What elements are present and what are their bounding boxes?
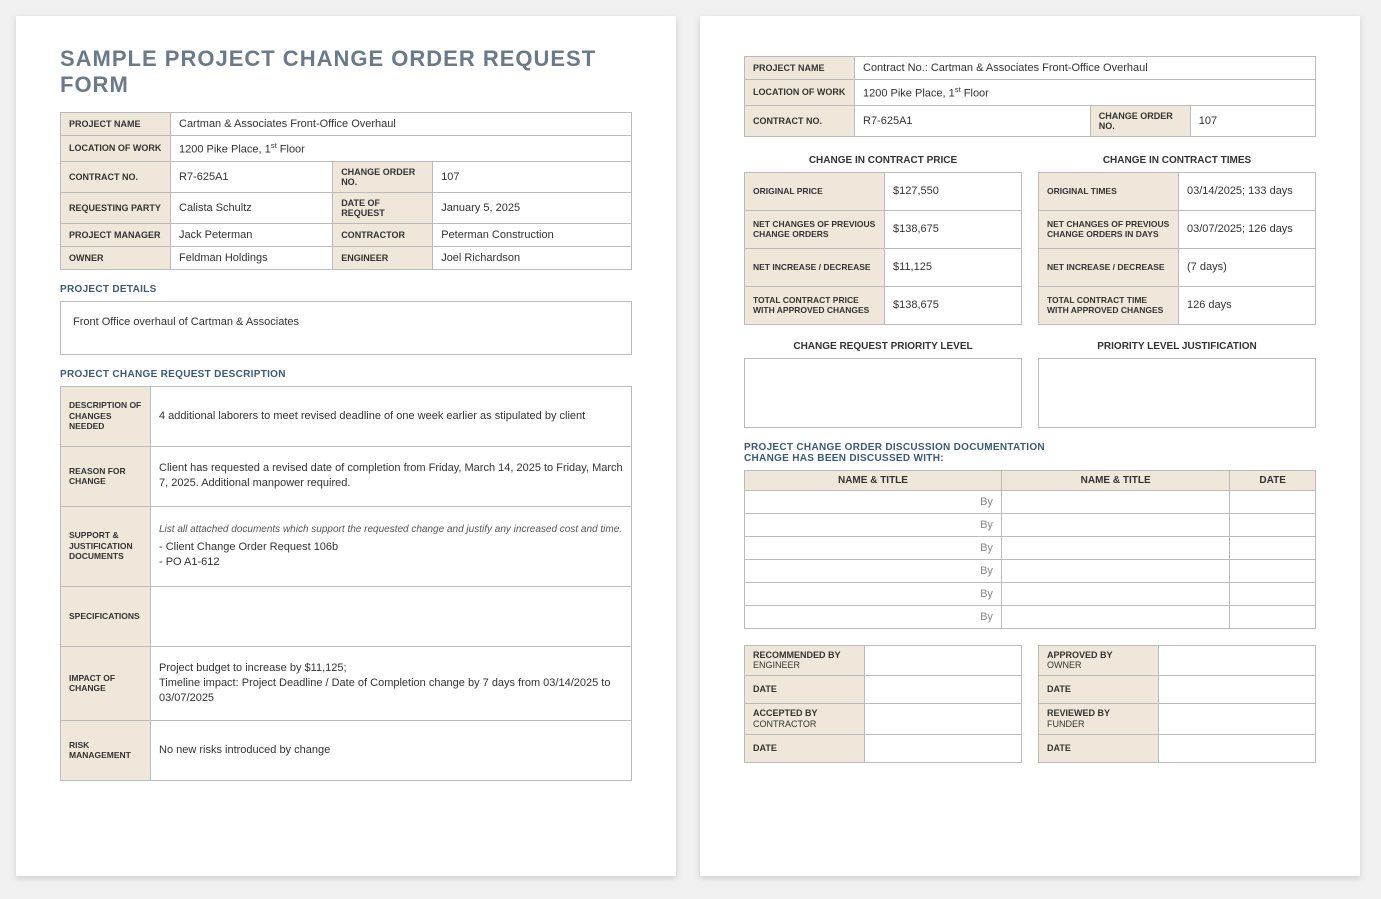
label-accepted: ACCEPTED BYCONTRACTOR <box>745 704 865 735</box>
value-net-inc-price: $11,125 <box>885 248 1022 286</box>
price-table: ORIGINAL PRICE$127,550 NET CHANGES OF PR… <box>744 172 1022 325</box>
label-net-prev-time: NET CHANGES OF PREVIOUS CHANGE ORDERS IN… <box>1039 210 1179 248</box>
label-owner: OWNER <box>61 246 171 269</box>
sig-right: APPROVED BYOWNER DATE REVIEWED BYFUNDER … <box>1038 645 1316 763</box>
label-orig-time: ORIGINAL TIMES <box>1039 172 1179 210</box>
by-cell: By <box>745 536 1002 559</box>
value2-change-order-no: 107 <box>1190 105 1315 136</box>
header-table: PROJECT NAME Cartman & Associates Front-… <box>60 112 632 270</box>
value-total-price: $138,675 <box>885 286 1022 324</box>
label-orig-price: ORIGINAL PRICE <box>745 172 885 210</box>
section-change-desc: PROJECT CHANGE REQUEST DESCRIPTION <box>60 369 632 380</box>
discussion-label: PROJECT CHANGE ORDER DISCUSSION DOCUMENT… <box>744 442 1316 464</box>
page-2: PROJECT NAME Contract No.: Cartman & Ass… <box>700 16 1360 876</box>
priority-just-box <box>1038 358 1316 428</box>
label-requesting-party: REQUESTING PARTY <box>61 192 171 223</box>
label-reviewed: REVIEWED BYFUNDER <box>1039 704 1159 735</box>
label2-contract-no: CONTRACT NO. <box>745 105 855 136</box>
col-date: DATE <box>1230 470 1316 490</box>
label-impact: IMPACT OF CHANGE <box>61 646 151 720</box>
col-name2: NAME & TITLE <box>1001 470 1229 490</box>
label-rec-date: DATE <box>745 676 865 704</box>
value-net-inc-time: (7 days) <box>1179 248 1316 286</box>
value2-contract-no: R7-625A1 <box>855 105 1091 136</box>
form-title: SAMPLE PROJECT CHANGE ORDER REQUEST FORM <box>60 46 632 98</box>
time-section-label: CHANGE IN CONTRACT TIMES <box>1038 149 1316 172</box>
label-recommended: RECOMMENDED BYENGINEER <box>745 645 865 676</box>
value-net-prev-time: 03/07/2025; 126 days <box>1179 210 1316 248</box>
value-engineer: Joel Richardson <box>433 246 632 269</box>
label-contractor: CONTRACTOR <box>333 223 433 246</box>
label-engineer: ENGINEER <box>333 246 433 269</box>
label-net-prev-price: NET CHANGES OF PREVIOUS CHANGE ORDERS <box>745 210 885 248</box>
label-support-docs: SUPPORT & JUSTIFICATION DOCUMENTS <box>61 506 151 586</box>
sig-left: RECOMMENDED BYENGINEER DATE ACCEPTED BYC… <box>744 645 1022 763</box>
label-total-price: TOTAL CONTRACT PRICE WITH APPROVED CHANG… <box>745 286 885 324</box>
priority-box <box>744 358 1022 428</box>
value-desc-needed: 4 additional laborers to meet revised de… <box>151 386 632 446</box>
by-cell: By <box>745 513 1002 536</box>
value-contract-no: R7-625A1 <box>171 161 333 192</box>
value-support-docs: List all attached documents which suppor… <box>151 506 632 586</box>
value-change-order-no: 107 <box>433 161 632 192</box>
label-pm: PROJECT MANAGER <box>61 223 171 246</box>
value-orig-price: $127,550 <box>885 172 1022 210</box>
label-date-request: DATE OF REQUEST <box>333 192 433 223</box>
value-impact: Project budget to increase by $11,125; T… <box>151 646 632 720</box>
by-cell: By <box>745 605 1002 628</box>
value-date-request: January 5, 2025 <box>433 192 632 223</box>
label2-project-name: PROJECT NAME <box>745 57 855 80</box>
label-reason: REASON FOR CHANGE <box>61 446 151 506</box>
by-cell: By <box>745 490 1002 513</box>
label-project-name: PROJECT NAME <box>61 113 171 136</box>
priority-label: CHANGE REQUEST PRIORITY LEVEL <box>744 335 1022 358</box>
label-net-inc-price: NET INCREASE / DECREASE <box>745 248 885 286</box>
price-column: CHANGE IN CONTRACT PRICE ORIGINAL PRICE$… <box>744 149 1022 325</box>
label-acc-date: DATE <box>745 734 865 762</box>
price-section-label: CHANGE IN CONTRACT PRICE <box>744 149 1022 172</box>
time-table: ORIGINAL TIMES03/14/2025; 133 days NET C… <box>1038 172 1316 325</box>
value-total-time: 126 days <box>1179 286 1316 324</box>
label2-change-order-no: CHANGE ORDER NO. <box>1090 105 1190 136</box>
time-column: CHANGE IN CONTRACT TIMES ORIGINAL TIMES0… <box>1038 149 1316 325</box>
section-project-details: PROJECT DETAILS <box>60 284 632 295</box>
value-project-name: Cartman & Associates Front-Office Overha… <box>171 113 632 136</box>
value2-location: 1200 Pike Place, 1st Floor <box>855 80 1316 106</box>
label-risk: RISK MANAGEMENT <box>61 720 151 780</box>
label-contract-no: CONTRACT NO. <box>61 161 171 192</box>
label-specs: SPECIFICATIONS <box>61 586 151 646</box>
value-location: 1200 Pike Place, 1st Floor <box>171 136 632 162</box>
page-1: SAMPLE PROJECT CHANGE ORDER REQUEST FORM… <box>16 16 676 876</box>
change-desc-table: DESCRIPTION OF CHANGES NEEDED 4 addition… <box>60 386 632 781</box>
label-net-inc-time: NET INCREASE / DECREASE <box>1039 248 1179 286</box>
value-risk: No new risks introduced by change <box>151 720 632 780</box>
value2-project-name: Contract No.: Cartman & Associates Front… <box>855 57 1316 80</box>
project-details-box: Front Office overhaul of Cartman & Assoc… <box>60 301 632 355</box>
by-cell: By <box>745 582 1002 605</box>
label2-location: LOCATION OF WORK <box>745 80 855 106</box>
priority-just-label: PRIORITY LEVEL JUSTIFICATION <box>1038 335 1316 358</box>
label-change-order-no: CHANGE ORDER NO. <box>333 161 433 192</box>
label-total-time: TOTAL CONTRACT TIME WITH APPROVED CHANGE… <box>1039 286 1179 324</box>
label-desc-needed: DESCRIPTION OF CHANGES NEEDED <box>61 386 151 446</box>
header2-table: PROJECT NAME Contract No.: Cartman & Ass… <box>744 56 1316 137</box>
label-app-date: DATE <box>1039 676 1159 704</box>
discussion-table: NAME & TITLE NAME & TITLE DATE By By By … <box>744 470 1316 629</box>
label-approved: APPROVED BYOWNER <box>1039 645 1159 676</box>
value-requesting-party: Calista Schultz <box>171 192 333 223</box>
value-reason: Client has requested a revised date of c… <box>151 446 632 506</box>
value-net-prev-price: $138,675 <box>885 210 1022 248</box>
label-location: LOCATION OF WORK <box>61 136 171 162</box>
by-cell: By <box>745 559 1002 582</box>
value-owner: Feldman Holdings <box>171 246 333 269</box>
value-orig-time: 03/14/2025; 133 days <box>1179 172 1316 210</box>
value-specs <box>151 586 632 646</box>
value-contractor: Peterman Construction <box>433 223 632 246</box>
col-name1: NAME & TITLE <box>745 470 1002 490</box>
label-rev-date: DATE <box>1039 734 1159 762</box>
value-pm: Jack Peterman <box>171 223 333 246</box>
